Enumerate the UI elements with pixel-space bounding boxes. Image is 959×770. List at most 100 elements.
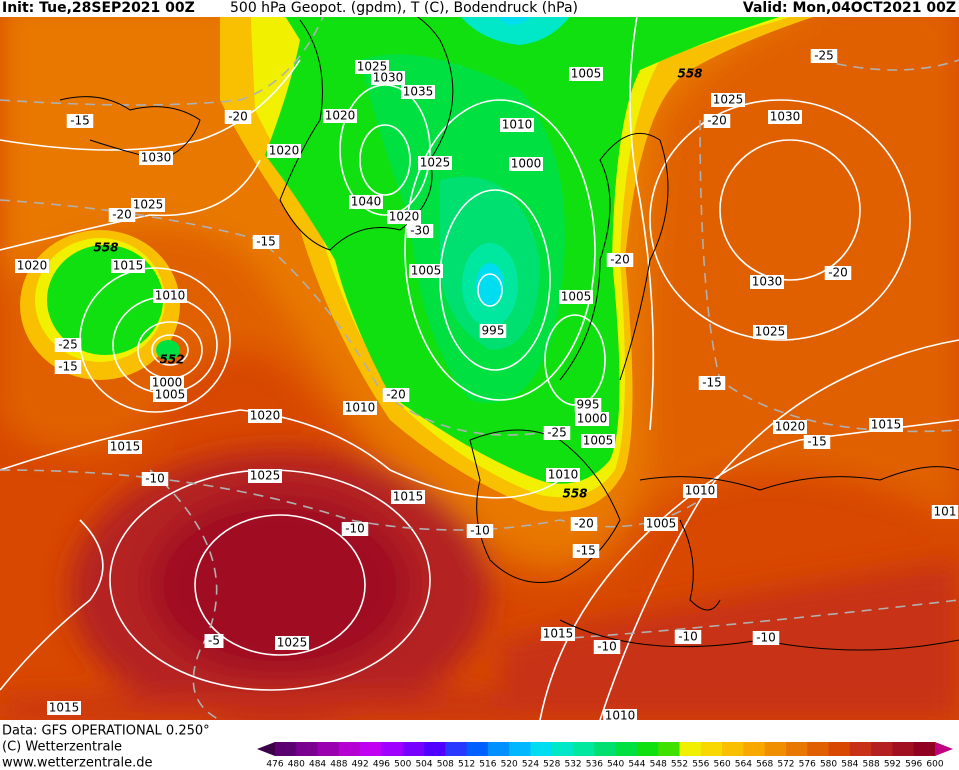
label-box	[509, 157, 543, 171]
label-box	[15, 259, 49, 273]
legend-swatch	[807, 742, 830, 756]
label-box	[355, 60, 389, 74]
map-label: 1040	[351, 195, 382, 209]
label-box	[810, 49, 838, 63]
map-label: 1030	[373, 71, 404, 85]
map-label: -10	[678, 630, 698, 644]
legend-label: 492	[352, 760, 369, 770]
label-box	[252, 235, 280, 249]
legend-swatch	[658, 742, 681, 756]
map-label: 552	[159, 353, 184, 367]
map-label: 1000	[152, 376, 183, 390]
legend-label: 504	[415, 760, 432, 770]
map-label: 1015	[393, 490, 424, 504]
map-label: -25	[547, 426, 567, 440]
map-label: 1025	[357, 60, 388, 74]
map-label: 1005	[571, 67, 602, 81]
legend-label: 564	[735, 760, 752, 770]
legend-label: 480	[288, 760, 305, 770]
label-box	[546, 468, 580, 482]
map-label: 1015	[49, 701, 80, 715]
map-label: 1010	[605, 709, 636, 723]
map-label: 1005	[646, 517, 677, 531]
label-box	[559, 290, 593, 304]
label-box	[500, 118, 534, 132]
legend-label: 524	[522, 760, 539, 770]
label-box	[341, 522, 369, 536]
map-label: 1020	[389, 210, 420, 224]
label-box	[204, 634, 224, 648]
legend-swatch	[360, 742, 382, 756]
label-box	[698, 376, 726, 390]
legend-swatch	[317, 742, 340, 756]
legend-swatch	[402, 742, 425, 756]
label-box	[541, 627, 575, 641]
map-label: -30	[410, 224, 430, 238]
map-label: -25	[814, 49, 834, 63]
map-label: -10	[145, 472, 165, 486]
map-label: -15	[807, 435, 827, 449]
label-box	[406, 224, 434, 238]
label-box	[108, 440, 142, 454]
label-box	[570, 517, 598, 531]
legend-swatch	[509, 742, 531, 756]
map-label: 1030	[141, 151, 172, 165]
legend-swatch	[573, 742, 595, 756]
map-label: 1020	[17, 259, 48, 273]
label-box	[139, 151, 173, 165]
legend-label: 528	[543, 760, 560, 770]
map-label: 1020	[269, 144, 300, 158]
label-box	[606, 253, 634, 267]
map-label: -25	[58, 338, 78, 352]
map-label: -15	[702, 376, 722, 390]
legend-label: 496	[373, 760, 390, 770]
map-label: 1025	[713, 93, 744, 107]
label-box	[750, 275, 784, 289]
label-box	[752, 631, 780, 645]
label-box	[401, 85, 435, 99]
legend-swatch	[275, 742, 297, 756]
label-box	[711, 93, 745, 107]
label-box	[575, 412, 609, 426]
legend-label: 508	[437, 760, 454, 770]
map-label: -20	[112, 208, 132, 222]
legend-label: 516	[479, 760, 496, 770]
label-box	[54, 338, 82, 352]
label-box	[248, 469, 282, 483]
map-label: -15	[256, 235, 276, 249]
data-source: Data: GFS OPERATIONAL 0.250°	[2, 724, 210, 739]
label-box	[54, 360, 82, 374]
map-label: 1020	[250, 409, 281, 423]
label-box	[824, 266, 852, 280]
map-label: 1025	[250, 469, 281, 483]
legend-label: 592	[884, 760, 901, 770]
map-label: 1015	[113, 259, 144, 273]
label-box	[267, 144, 301, 158]
map-label: -10	[345, 522, 365, 536]
legend-swatch	[892, 742, 915, 756]
map-label: 1020	[775, 420, 806, 434]
legend-label: 536	[586, 760, 603, 770]
map-label: -15	[576, 544, 596, 558]
map-label: 558	[93, 241, 118, 255]
map-label: -10	[756, 631, 776, 645]
legend-swatch	[445, 742, 468, 756]
label-box	[275, 636, 309, 650]
website: www.wetterzentrale.de	[2, 756, 152, 770]
legend-label: 544	[628, 760, 645, 770]
map-label: 1010	[155, 289, 186, 303]
map-label: 1020	[325, 109, 356, 123]
label-box	[131, 198, 165, 212]
legend-label: 584	[841, 760, 858, 770]
map-label: 558	[562, 487, 587, 501]
legend-label: 600	[926, 760, 943, 770]
legend-label: 588	[863, 760, 880, 770]
map-label: 1000	[511, 157, 542, 171]
legend-label: 520	[501, 760, 518, 770]
map-label: 1010	[502, 118, 533, 132]
map-label: 1005	[561, 290, 592, 304]
label-box	[382, 388, 410, 402]
label-box	[323, 109, 357, 123]
